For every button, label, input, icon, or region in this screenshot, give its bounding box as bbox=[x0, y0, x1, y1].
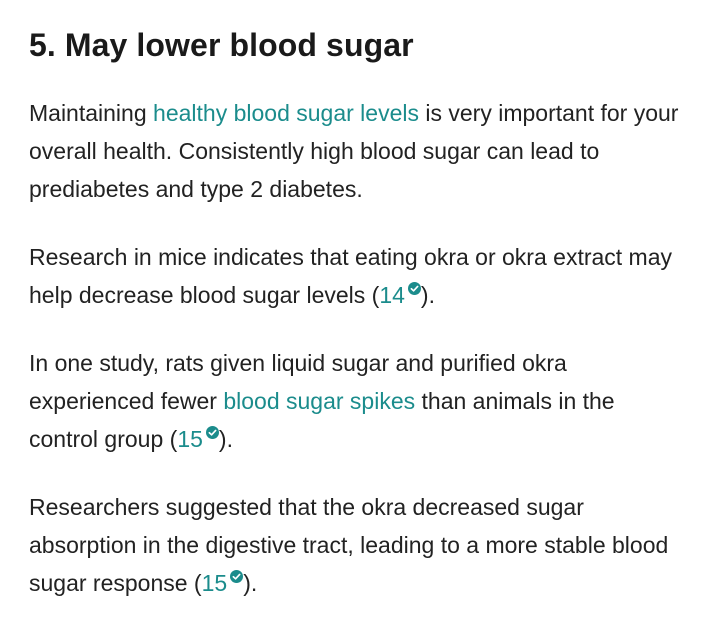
link-healthy-blood-sugar-levels[interactable]: healthy blood sugar levels bbox=[153, 100, 419, 126]
paragraph-1: Maintaining healthy blood sugar levels i… bbox=[29, 94, 689, 208]
paragraph-text: than animals in the control group ( bbox=[29, 388, 615, 452]
paragraph-4: Researchers suggested that the okra decr… bbox=[29, 488, 689, 602]
verified-check-icon bbox=[407, 282, 421, 295]
citation-number: 15 bbox=[177, 426, 203, 452]
citation-link-14[interactable]: 14 bbox=[379, 282, 421, 308]
link-blood-sugar-spikes[interactable]: blood sugar spikes bbox=[223, 388, 416, 414]
citation-link-15[interactable]: 15 bbox=[177, 426, 219, 452]
paragraph-2: Research in mice indicates that eating o… bbox=[29, 238, 689, 314]
citation-number: 15 bbox=[201, 570, 228, 596]
section-heading: 5. May lower blood sugar bbox=[29, 27, 414, 63]
paragraph-text: Researchers suggested that the okra decr… bbox=[29, 494, 669, 596]
paragraph-text: Maintaining bbox=[29, 100, 154, 126]
paragraph-text: is very important for your overall healt… bbox=[29, 100, 679, 202]
paragraph-text: ). bbox=[243, 570, 258, 596]
paragraph-text: ). bbox=[218, 426, 233, 452]
verified-check-icon bbox=[230, 570, 244, 583]
article-section: 5. May lower blood sugar Maintaining hea… bbox=[29, 24, 689, 602]
citation-number: 14 bbox=[379, 282, 405, 308]
paragraph-text: Research in mice indicates that eating o… bbox=[29, 244, 673, 308]
verified-check-icon bbox=[205, 426, 219, 439]
citation-link-15[interactable]: 15 bbox=[202, 570, 244, 596]
paragraph-3: In one study, rats given liquid sugar an… bbox=[29, 344, 689, 458]
paragraph-text: ). bbox=[420, 282, 435, 308]
paragraph-text: In one study, rats given liquid sugar an… bbox=[29, 350, 567, 414]
